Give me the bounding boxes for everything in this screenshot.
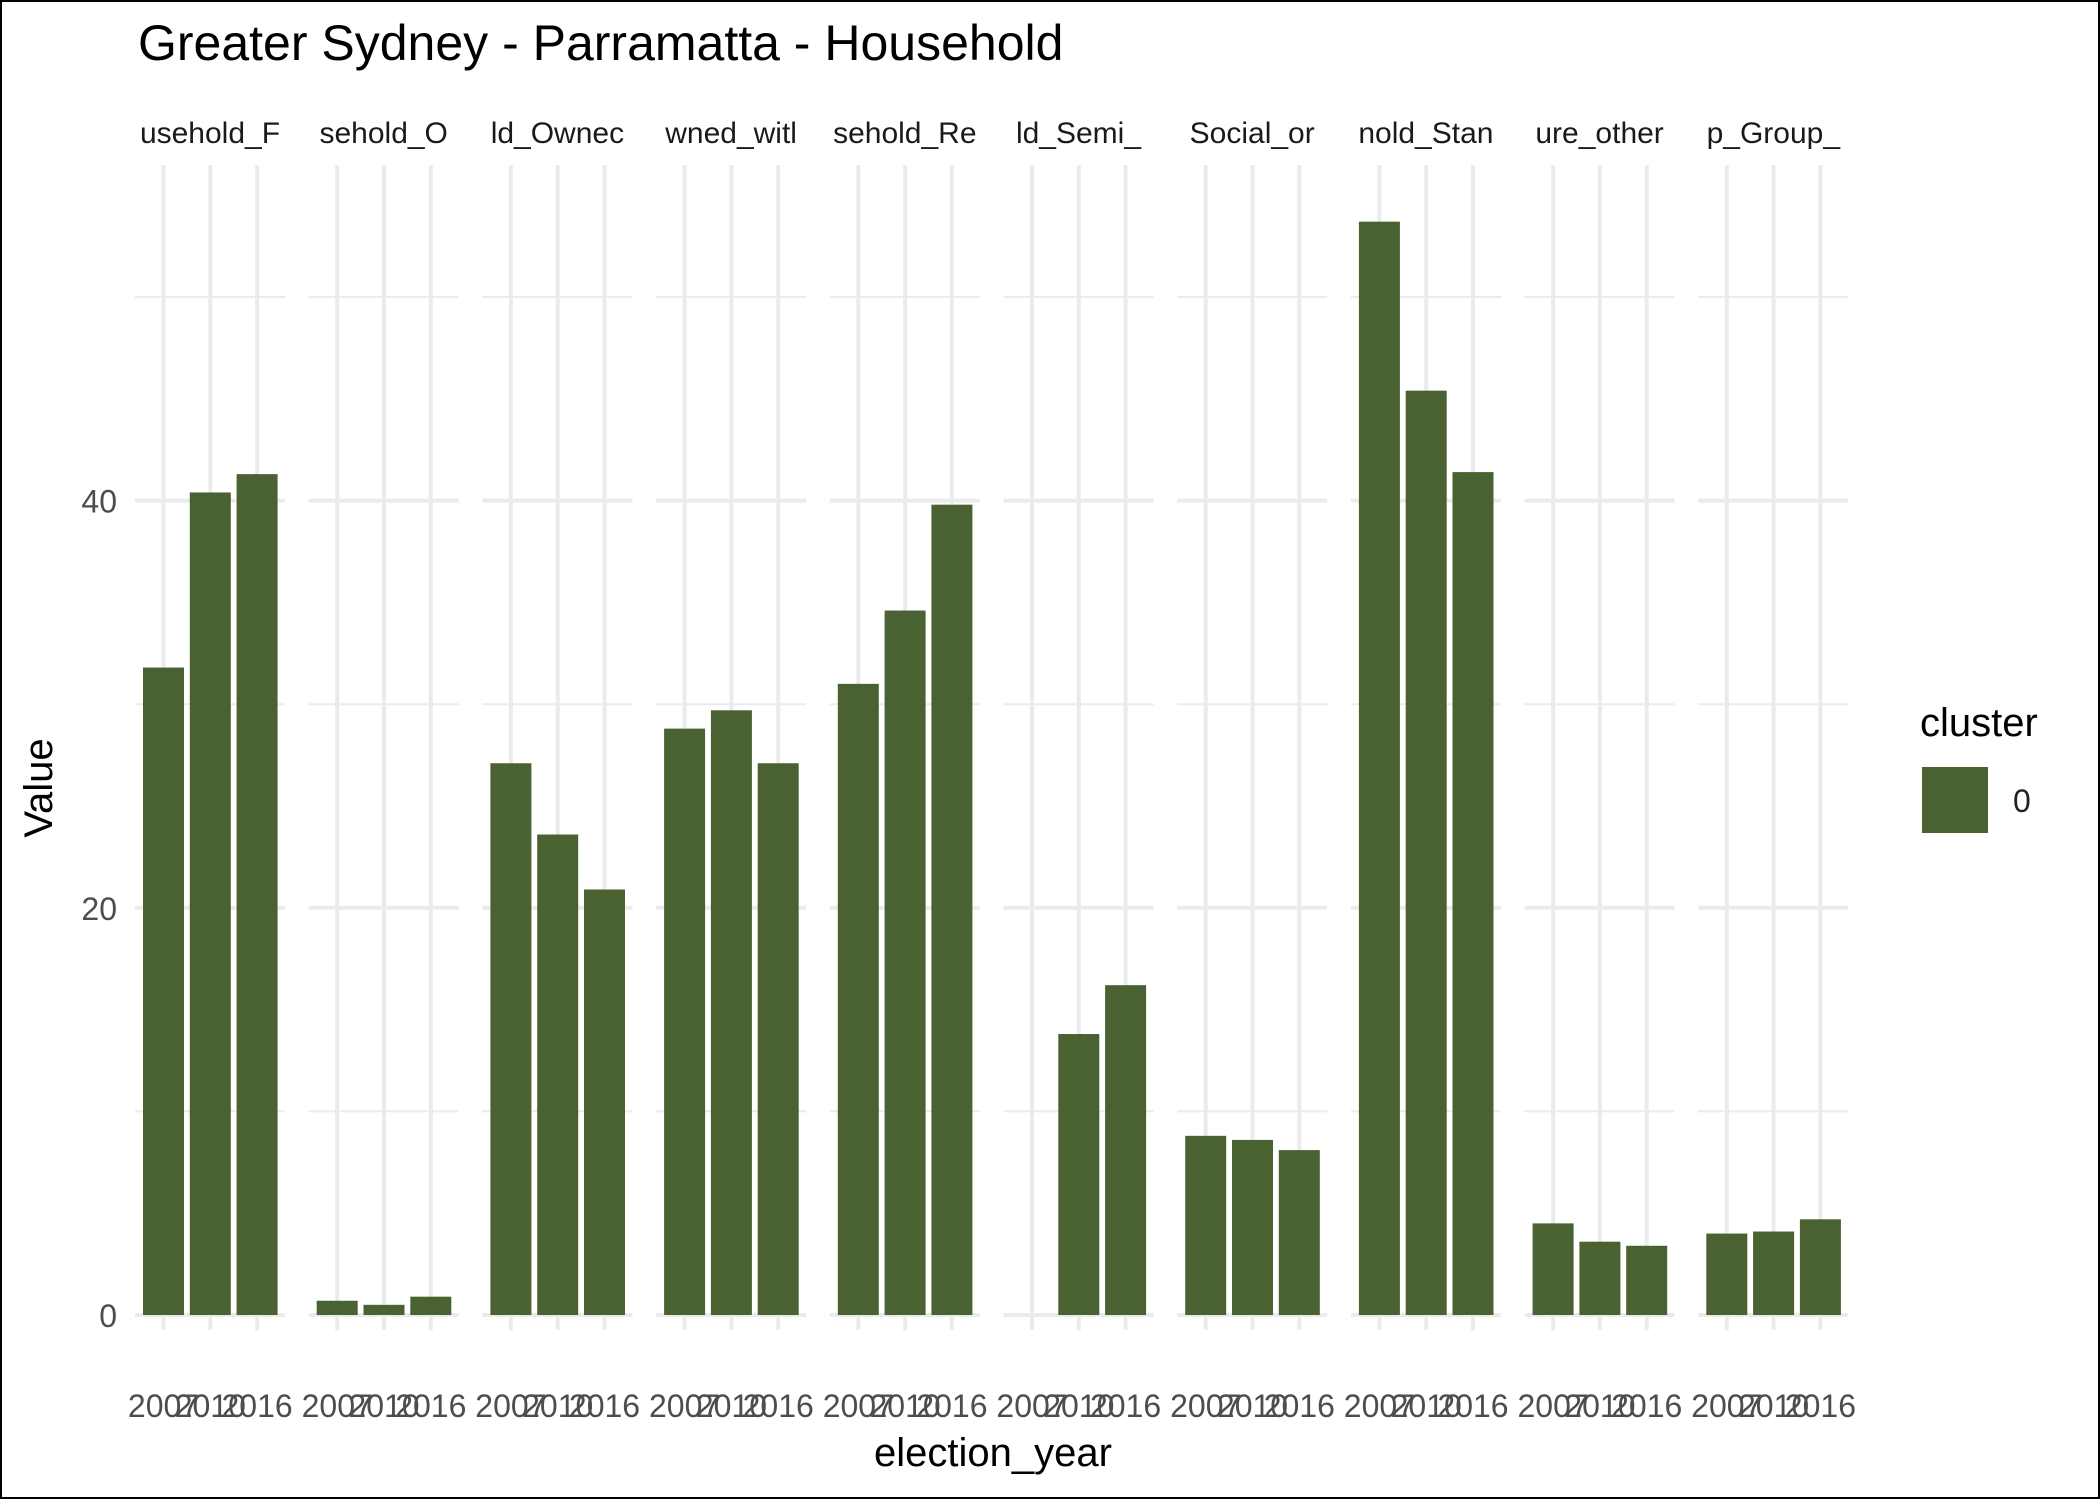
x-tick-label: 2016 (1090, 1388, 1161, 1424)
x-tick-label: 2016 (569, 1388, 640, 1424)
x-tick-label: 2010 (1738, 1388, 1809, 1424)
bar (1579, 1241, 1621, 1315)
x-tick-label: 2007 (649, 1388, 720, 1424)
facet-strip-label: sehold_O (319, 117, 447, 150)
bar (1232, 1139, 1273, 1315)
facet-strip-label: wned_witl (664, 117, 797, 150)
facet-strip-label: ure_other (1535, 117, 1663, 150)
x-tick-label: 2007 (823, 1388, 894, 1424)
bar (1185, 1135, 1227, 1315)
x-tick-label: 2007 (302, 1388, 373, 1424)
bar (1105, 985, 1147, 1315)
bar (189, 492, 231, 1315)
bar (490, 763, 532, 1315)
x-tick-label: 2007 (996, 1388, 1067, 1424)
bar (1799, 1219, 1841, 1315)
facet-strip-label: nold_Stan (1358, 117, 1493, 150)
bar (664, 728, 706, 1315)
y-tick-label: 0 (99, 1298, 117, 1334)
y-tick-label: 40 (81, 484, 117, 520)
x-tick-label: 2016 (1611, 1388, 1682, 1424)
bar (236, 474, 278, 1316)
x-tick-label: 2007 (1170, 1388, 1241, 1424)
bar (1358, 221, 1400, 1316)
bar (837, 683, 879, 1315)
x-tick-label: 2007 (1518, 1388, 1589, 1424)
x-tick-label: 2007 (128, 1388, 199, 1424)
x-tick-label: 2016 (395, 1388, 466, 1424)
x-tick-label: 2007 (1691, 1388, 1762, 1424)
chart-title: Greater Sydney - Parramatta - Household (138, 15, 1063, 71)
bar (584, 889, 625, 1315)
bar (1058, 1034, 1100, 1315)
legend: cluster 0 (1920, 701, 2038, 833)
facet-strip-label: Social_or (1190, 117, 1315, 150)
bar (143, 667, 184, 1315)
bar (1405, 390, 1447, 1315)
bar (363, 1304, 405, 1315)
bar (1706, 1233, 1748, 1315)
x-tick-label: 2016 (1785, 1388, 1856, 1424)
x-tick-label: 2010 (1391, 1388, 1462, 1424)
bar (757, 763, 799, 1315)
bar (410, 1296, 452, 1315)
bar (1278, 1150, 1320, 1315)
bar (884, 610, 926, 1315)
bar (316, 1300, 358, 1315)
bar (710, 710, 752, 1315)
y-tick-label: 20 (81, 891, 117, 927)
legend-entry-label: 0 (2013, 783, 2031, 819)
x-tick-label: 2007 (1344, 1388, 1415, 1424)
x-tick-label: 2007 (475, 1388, 546, 1424)
y-axis-label: Value (17, 738, 61, 837)
facet-strip-label: sehold_Re (833, 117, 976, 150)
facet-strip-label: ld_Ownec (491, 117, 624, 150)
facet-panels: usehold_F200720102016sehold_O20072010201… (128, 117, 1856, 1424)
x-tick-label: 2016 (1437, 1388, 1508, 1424)
x-tick-label: 2010 (1564, 1388, 1635, 1424)
facet-strip-label: ld_Semi_ (1016, 117, 1142, 150)
x-tick-label: 2016 (222, 1388, 293, 1424)
x-tick-label: 2010 (522, 1388, 593, 1424)
x-axis-label: election_year (874, 1431, 1112, 1475)
bar (931, 504, 973, 1315)
legend-title: cluster (1920, 701, 2038, 745)
x-tick-label: 2016 (916, 1388, 987, 1424)
x-tick-label: 2016 (743, 1388, 814, 1424)
y-axis: 0 20 40 (81, 484, 117, 1334)
x-tick-label: 2010 (696, 1388, 767, 1424)
x-tick-label: 2010 (175, 1388, 246, 1424)
bar (1452, 472, 1494, 1315)
x-tick-label: 2010 (348, 1388, 419, 1424)
bar (1532, 1223, 1574, 1315)
bar (1626, 1245, 1668, 1315)
bar (1753, 1231, 1795, 1315)
bar (537, 834, 579, 1315)
facet-strip-label: usehold_F (140, 117, 280, 150)
x-tick-label: 2010 (1043, 1388, 1114, 1424)
legend-key-swatch (1922, 767, 1988, 833)
facet-strip-label: p_Group_ (1707, 117, 1842, 150)
x-tick-label: 2010 (870, 1388, 941, 1424)
x-tick-label: 2016 (1264, 1388, 1335, 1424)
x-tick-label: 2010 (1217, 1388, 1288, 1424)
